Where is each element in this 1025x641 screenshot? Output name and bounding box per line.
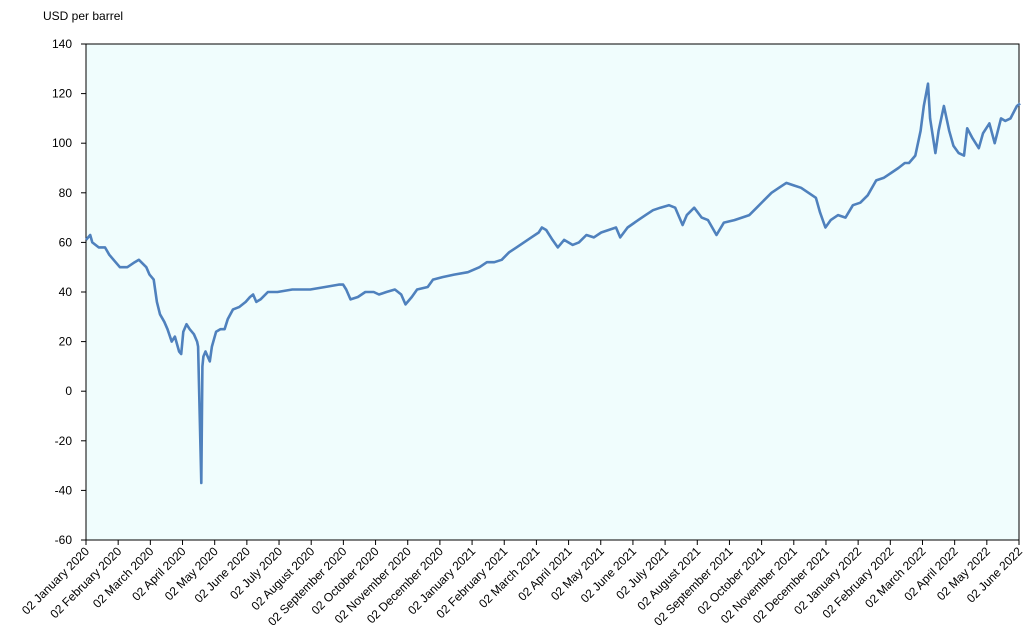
y-tick-label: 100 [52, 136, 72, 150]
y-tick-label: -60 [55, 533, 73, 547]
y-axis: 140 120 100 80 60 40 20 0 -20 -40 -60 [52, 37, 86, 547]
y-axis-label: USD per barrel [43, 9, 123, 23]
y-tick-label: 80 [59, 186, 73, 200]
y-tick-label: 0 [65, 384, 72, 398]
series-line [85, 82, 1021, 485]
plot-area [85, 43, 1020, 541]
y-tick-label: 20 [59, 335, 73, 349]
y-tick-label: -20 [55, 434, 73, 448]
y-tick-label: 120 [52, 87, 72, 101]
y-tick-label: 140 [52, 37, 72, 51]
y-tick-label: -40 [55, 483, 73, 497]
y-tick-label: 40 [59, 285, 73, 299]
y-tick-label: 60 [59, 235, 73, 249]
